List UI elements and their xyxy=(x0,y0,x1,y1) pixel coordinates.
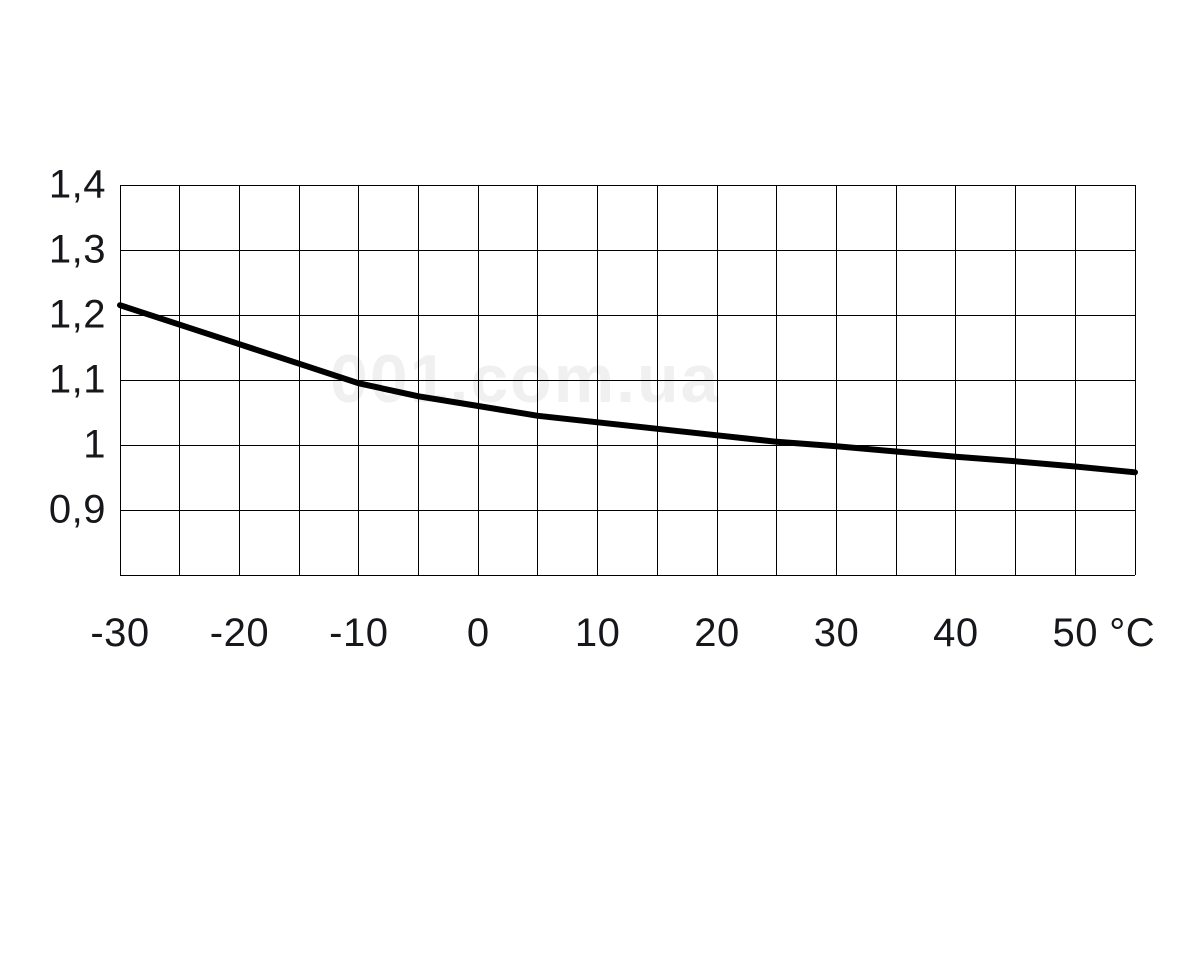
x-tick-label: 50 xyxy=(1053,611,1099,656)
data-curve xyxy=(120,185,1135,575)
plot-area: 001.com.ua0,911,11,21,31,4-30-20-1001020… xyxy=(120,185,1135,575)
y-tick-label: 0,9 xyxy=(16,488,106,533)
x-tick-label: 40 xyxy=(933,611,979,656)
y-tick-label: 1 xyxy=(16,423,106,468)
x-tick-label: 20 xyxy=(694,611,740,656)
y-tick-label: 1,1 xyxy=(16,358,106,403)
x-tick-label: 30 xyxy=(814,611,860,656)
x-axis-unit: °C xyxy=(1109,611,1155,656)
x-tick-label: 0 xyxy=(467,611,490,656)
x-tick-label: -30 xyxy=(90,611,149,656)
y-tick-label: 1,2 xyxy=(16,293,106,338)
y-tick-label: 1,4 xyxy=(16,163,106,208)
x-tick-label: 10 xyxy=(575,611,621,656)
chart-canvas: 001.com.ua0,911,11,21,31,4-30-20-1001020… xyxy=(0,0,1200,960)
y-tick-label: 1,3 xyxy=(16,228,106,273)
x-tick-label: -20 xyxy=(210,611,269,656)
x-tick-label: -10 xyxy=(329,611,388,656)
